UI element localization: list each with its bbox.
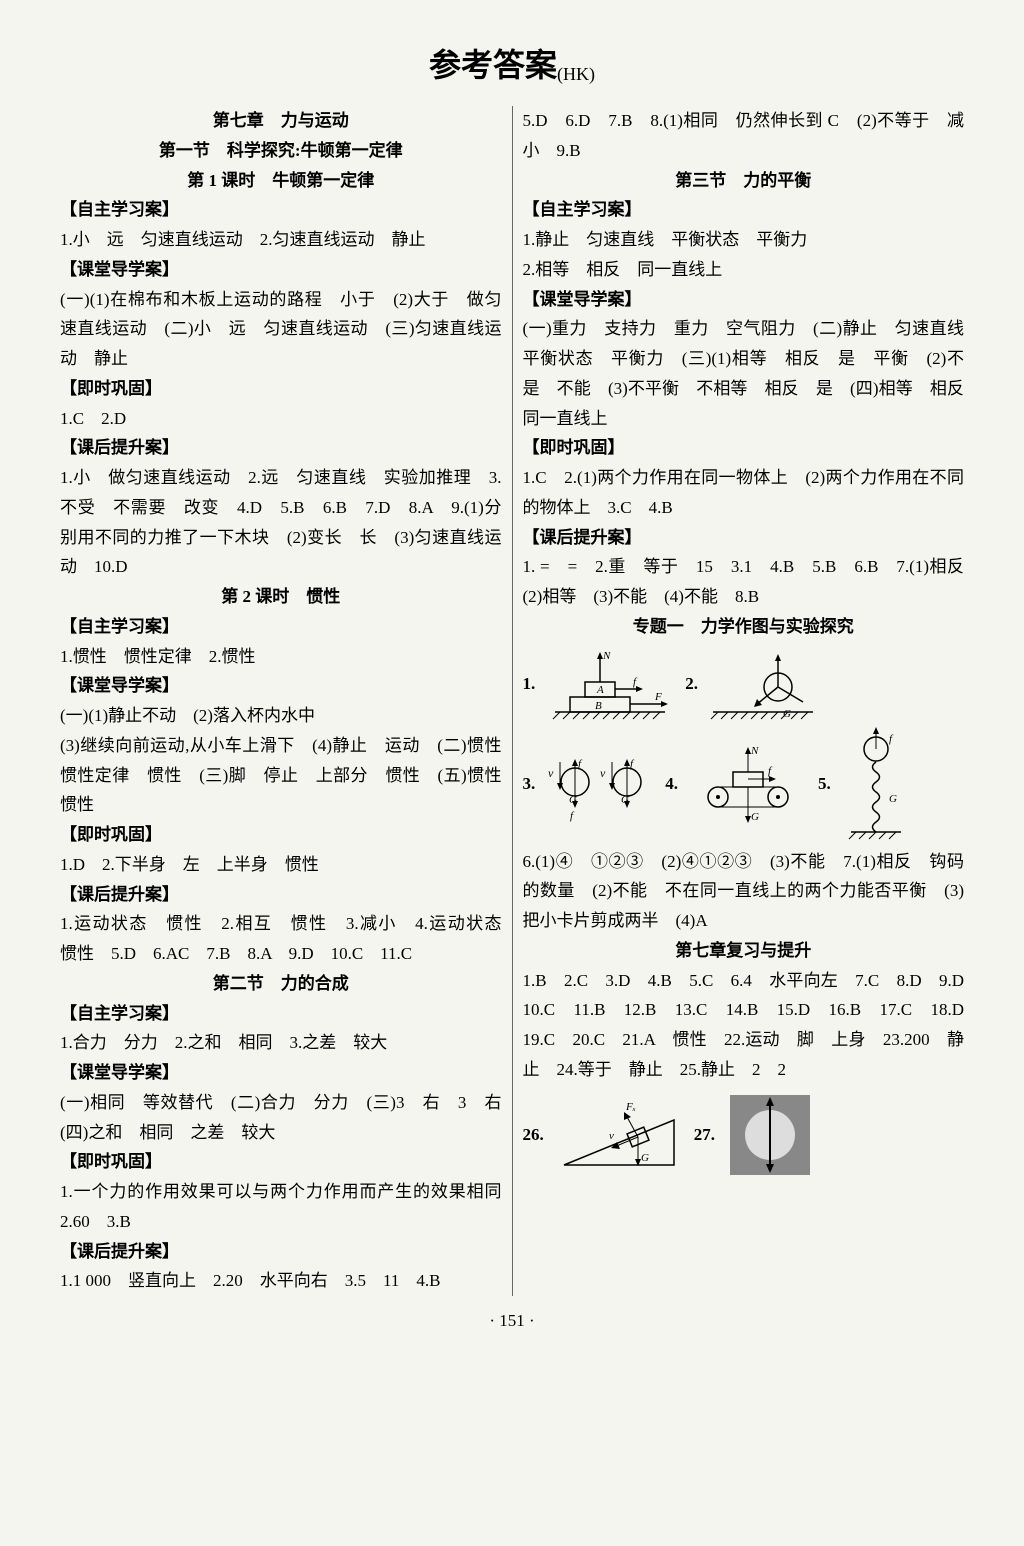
right-column: 5.D 6.D 7.B 8.(1)相同 仍然伸长到 C (2)不等于 减小 9.… <box>523 106 965 1296</box>
diagram-label: 3. <box>523 769 536 799</box>
diagram-label: 4. <box>665 769 678 799</box>
block-header: 【课堂导学案】 <box>60 671 502 701</box>
lesson-header: 第 2 课时 惯性 <box>60 582 502 612</box>
label-G: G <box>641 1152 649 1164</box>
block-header: 【课堂导学案】 <box>523 285 965 315</box>
column-divider <box>512 106 513 1296</box>
label-G: G <box>621 794 629 806</box>
diagram-label: 1. <box>523 669 536 699</box>
block-header: 【即时巩固】 <box>523 433 965 463</box>
force-diagram-27-icon <box>725 1090 815 1180</box>
diagram-label: 2. <box>685 669 698 699</box>
answer-text: 6.(1)④ ①②③ (2)④①②③ (3)不能 7.(1)相反 钩码的数量 (… <box>523 847 965 936</box>
section-header: 第一节 科学探究:牛顿第一定律 <box>60 136 502 166</box>
answer-text: 1. = = 2.重 等于 15 3.1 4.B 5.B 6.B 7.(1)相反… <box>523 552 965 612</box>
block-header: 【即时巩固】 <box>60 820 502 850</box>
block-header: 【课堂导学案】 <box>60 1058 502 1088</box>
label-N: N <box>602 650 611 662</box>
block-header: 【课堂导学案】 <box>60 255 502 285</box>
answer-text: 1.小 远 匀速直线运动 2.匀速直线运动 静止 <box>60 225 502 255</box>
label-f: f <box>633 676 638 688</box>
label-f: f <box>570 810 575 822</box>
block-header: 【即时巩固】 <box>60 374 502 404</box>
answer-text: 1.惯性 惯性定律 2.惯性 <box>60 642 502 672</box>
section-header: 第二节 力的合成 <box>60 969 502 999</box>
label-f: f <box>630 758 635 770</box>
lesson-header: 第 1 课时 牛顿第一定律 <box>60 166 502 196</box>
answer-text: 1.C 2.D <box>60 404 502 434</box>
answer-text: (一)相同 等效替代 (二)合力 分力 (三)3 右 3 右 (四)之和 相同 … <box>60 1088 502 1148</box>
block-header: 【课后提升案】 <box>60 433 502 463</box>
label-v: v <box>548 766 554 780</box>
force-diagram-3-icon: v f G v f G f <box>545 747 655 822</box>
label-B: B <box>595 700 602 712</box>
answer-text: 1.静止 匀速直线 平衡状态 平衡力 <box>523 225 965 255</box>
review-header: 第七章复习与提升 <box>523 936 965 966</box>
label-A: A <box>596 684 604 696</box>
force-diagram-5-icon: f G <box>841 727 911 842</box>
answer-text: (一)(1)在棉布和木板上运动的路程 小于 (2)大于 做匀速直线运动 (二)小… <box>60 285 502 374</box>
diagram-label: 27. <box>694 1120 715 1150</box>
page-number: · 151 · <box>60 1311 964 1331</box>
chapter-header: 第七章 力与运动 <box>60 106 502 136</box>
label-Fx: Fₓ <box>625 1101 636 1113</box>
answer-text: 1.C 2.(1)两个力作用在同一物体上 (2)两个力作用在不同的物体上 3.C… <box>523 463 965 523</box>
page-subtitle: (HK) <box>557 64 595 84</box>
answer-text: (一)重力 支持力 重力 空气阻力 (二)静止 匀速直线 平衡状态 平衡力 (三… <box>523 314 965 433</box>
section-header: 第三节 力的平衡 <box>523 166 965 196</box>
label-G: G <box>751 811 759 823</box>
label-F: F <box>654 691 662 703</box>
answer-text: 5.D 6.D 7.B 8.(1)相同 仍然伸长到 C (2)不等于 减小 9.… <box>523 106 965 166</box>
block-header: 【自主学习案】 <box>60 195 502 225</box>
diagram-label: 26. <box>523 1120 544 1150</box>
diagram-label: 5. <box>818 769 831 799</box>
topic-header: 专题一 力学作图与实验探究 <box>523 612 965 642</box>
answer-text: 1.合力 分力 2.之和 相同 3.之差 较大 <box>60 1028 502 1058</box>
block-header: 【自主学习案】 <box>523 195 965 225</box>
answer-text: 2.相等 相反 同一直线上 <box>523 255 965 285</box>
block-header: 【自主学习案】 <box>60 999 502 1029</box>
force-diagram-1-icon: B A N f F <box>545 647 675 722</box>
page-title: 参考答案 <box>429 40 557 86</box>
label-G: G <box>889 793 897 805</box>
label-N: N <box>750 745 759 757</box>
answer-text: (3)继续向前运动,从小车上滑下 (4)静止 运动 (二)惯性 惯性定律 惯性 … <box>60 731 502 820</box>
block-header: 【课后提升案】 <box>60 880 502 910</box>
block-header: 【自主学习案】 <box>60 612 502 642</box>
answer-text: 1.B 2.C 3.D 4.B 5.C 6.4 水平向左 7.C 8.D 9.D… <box>523 966 965 1085</box>
label-f: f <box>578 758 583 770</box>
answer-text: 1.小 做匀速直线运动 2.远 匀速直线 实验加推理 3.不受 不需要 改变 4… <box>60 463 502 582</box>
answer-text: 1.1 000 竖直向上 2.20 水平向右 3.5 11 4.B <box>60 1266 502 1296</box>
block-header: 【即时巩固】 <box>60 1147 502 1177</box>
label-G: G <box>569 794 577 806</box>
block-header: 【课后提升案】 <box>523 523 965 553</box>
left-column: 第七章 力与运动 第一节 科学探究:牛顿第一定律 第 1 课时 牛顿第一定律 【… <box>60 106 502 1296</box>
label-v: v <box>609 1130 614 1142</box>
answer-text: (一)(1)静止不动 (2)落入杯内水中 <box>60 701 502 731</box>
label-G: G <box>783 708 791 720</box>
label-f: f <box>768 765 773 777</box>
block-header: 【课后提升案】 <box>60 1237 502 1267</box>
answer-text: 1.一个力的作用效果可以与两个力作用而产生的效果相同 2.60 3.B <box>60 1177 502 1237</box>
label-v: v <box>600 766 606 780</box>
force-diagram-26-icon: v G Fₓ <box>554 1095 684 1175</box>
force-diagram-2-icon: G <box>708 647 818 722</box>
answer-text: 1.D 2.下半身 左 上半身 惯性 <box>60 850 502 880</box>
label-f: f <box>889 733 894 745</box>
answer-text: 1.运动状态 惯性 2.相互 惯性 3.减小 4.运动状态 惯性 5.D 6.A… <box>60 909 502 969</box>
force-diagram-4-icon: N f G <box>688 742 808 827</box>
